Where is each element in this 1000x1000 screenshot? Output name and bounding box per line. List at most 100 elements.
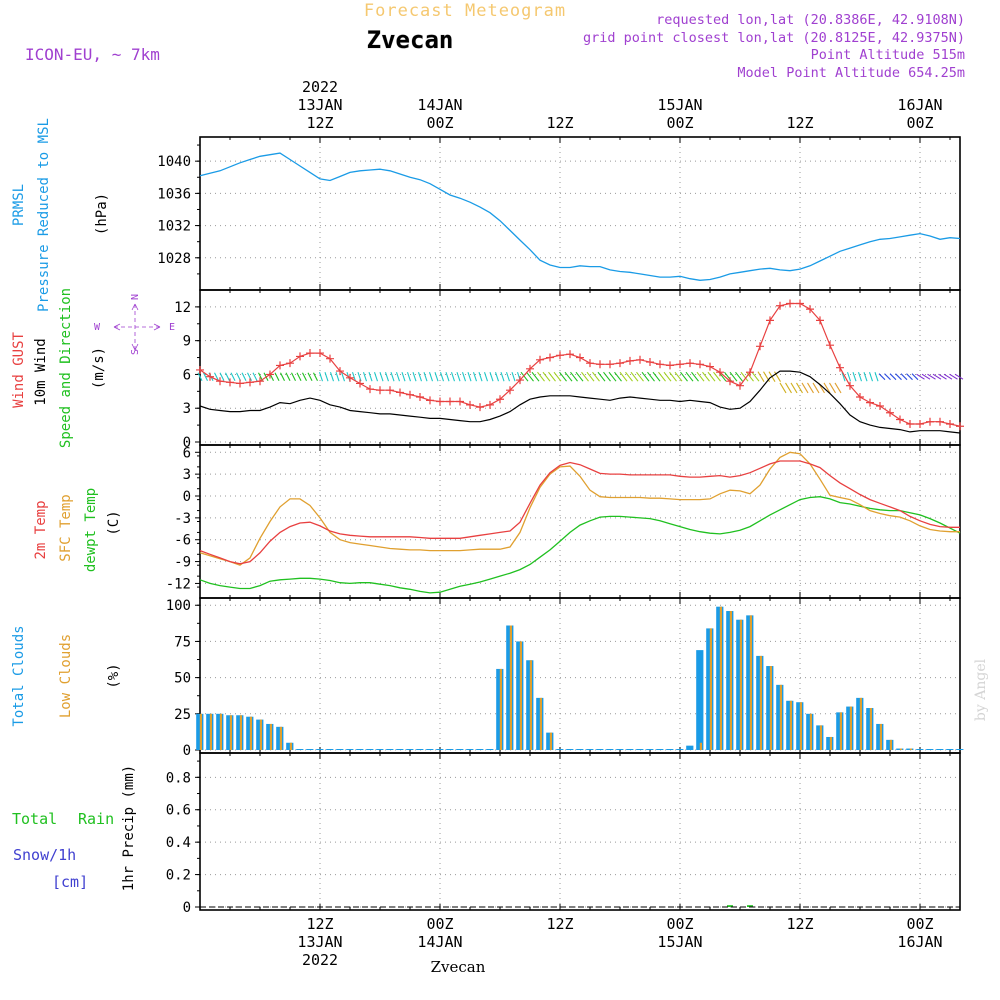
wind-arrow-icon [531, 371, 540, 382]
gust-marker [496, 395, 504, 404]
unit-percent: (%) [106, 663, 122, 688]
wind-arrow-icon [729, 371, 738, 382]
pressure-labels: PRMSL Pressure Reduced to MSL (hPa) [11, 118, 110, 312]
bar-total-clouds [376, 749, 384, 750]
wind-arrow-icon [537, 371, 545, 382]
y-tick-label: 25 [174, 707, 191, 723]
bar-total-clouds [336, 749, 344, 750]
wind-arrow-icon [592, 371, 600, 382]
gust-marker [766, 316, 774, 325]
bar-low-clouds [269, 723, 272, 750]
bar-total-clouds [616, 749, 624, 750]
bar-total-clouds [586, 749, 594, 750]
bar-total-clouds [636, 749, 644, 750]
bar-total-clouds [356, 749, 364, 750]
gust-marker [696, 360, 704, 369]
label-cm: [cm] [52, 873, 88, 891]
bar-total-clouds [406, 749, 414, 750]
series-sfc-temp [199, 451, 960, 566]
gust-marker [596, 360, 604, 369]
gust-marker [316, 349, 324, 358]
bar-total-clouds [346, 749, 354, 750]
bar-total-clouds [656, 749, 664, 750]
wind-arrow-icon [702, 371, 710, 382]
gust-marker [556, 351, 564, 360]
bar-low-clouds [249, 716, 252, 750]
wind-arrow-icon [197, 372, 203, 381]
wind-arrow-icon [225, 372, 230, 381]
bar-total-clouds [926, 749, 934, 750]
gust-marker [336, 367, 344, 376]
wind-arrow-icon [489, 372, 494, 382]
gust-marker [526, 364, 534, 373]
bar-total-clouds [436, 749, 444, 750]
gust-marker [616, 359, 624, 368]
gust-marker [836, 363, 844, 372]
wind-arrow-icon [428, 372, 434, 382]
bar-total-clouds [566, 749, 574, 750]
bar-total-clouds [956, 749, 964, 750]
bar-total-clouds [316, 749, 324, 750]
gust-marker [486, 400, 494, 409]
wind-arrow-icon [313, 372, 318, 381]
gust-marker [646, 358, 654, 367]
gust-marker [236, 379, 244, 388]
gust-marker [436, 397, 444, 406]
wind-arrow-icon [707, 371, 716, 382]
top-axis-label: 15JAN [657, 96, 702, 114]
gust-marker [626, 356, 634, 365]
bar-total-clouds [206, 713, 214, 750]
gust-marker [846, 381, 854, 390]
panel-wind: 0 3 6 9 12 [174, 289, 961, 451]
bar-total-clouds [696, 650, 704, 750]
bottom-axis-label: 00Z [666, 915, 693, 933]
bar-total-clouds [216, 713, 224, 750]
wind-arrow-icon [911, 373, 919, 381]
bar-low-clouds [899, 748, 902, 750]
gust-marker [506, 386, 514, 395]
point-altitude: Point Altitude 515m [811, 47, 965, 63]
bar-total-clouds [666, 749, 674, 750]
wind-arrow-icon [406, 372, 412, 382]
label-rain: Rain [78, 810, 114, 828]
wind-arrow-icon [829, 382, 836, 394]
wind-arrow-icon [874, 372, 879, 382]
bar-total-clouds [226, 715, 234, 750]
gust-marker [936, 417, 944, 426]
bar-total-clouds [556, 749, 564, 750]
wind-direction-arrows [197, 371, 964, 394]
y-tick-label: -6 [174, 533, 191, 549]
bar-low-clouds [829, 736, 832, 750]
wind-arrow-icon [685, 371, 694, 382]
y-tick-label: 100 [166, 598, 191, 614]
wind-arrow-icon [669, 371, 677, 382]
wind-arrow-icon [949, 373, 958, 380]
bar-low-clouds [879, 723, 882, 750]
bar-low-clouds [279, 726, 282, 750]
wind-arrow-icon [203, 372, 208, 381]
wind-arrow-icon [472, 372, 478, 382]
bar-total-clouds [306, 749, 314, 750]
wind-arrow-icon [852, 372, 857, 382]
wind-arrow-icon [586, 371, 595, 382]
wind-arrow-icon [878, 373, 886, 381]
unit-c: (C) [106, 510, 122, 535]
bar-total-clouds [326, 749, 334, 750]
bar-total-clouds [446, 749, 454, 750]
wind-arrow-icon [318, 372, 324, 382]
bar-low-clouds [219, 713, 222, 750]
cloud-labels: Total Clouds Low Clouds (%) [11, 625, 122, 726]
bar-low-clouds [209, 713, 212, 750]
wind-arrow-icon [564, 371, 573, 382]
panel-frame [199, 752, 961, 911]
wind-arrow-icon [280, 372, 285, 381]
bar-low-clouds [729, 611, 732, 750]
bottom-axis-label: 16JAN [897, 933, 942, 951]
wind-arrow-icon [884, 373, 891, 381]
temp-labels: 2m Temp SFC Temp dewpt Temp (C) [33, 488, 122, 572]
y-tick-label: -3 [174, 511, 191, 527]
wind-arrow-icon [740, 371, 749, 382]
label-total-clouds: Total Clouds [11, 625, 27, 726]
compass-s: S [130, 349, 141, 355]
bar-total-clouds [426, 749, 434, 750]
